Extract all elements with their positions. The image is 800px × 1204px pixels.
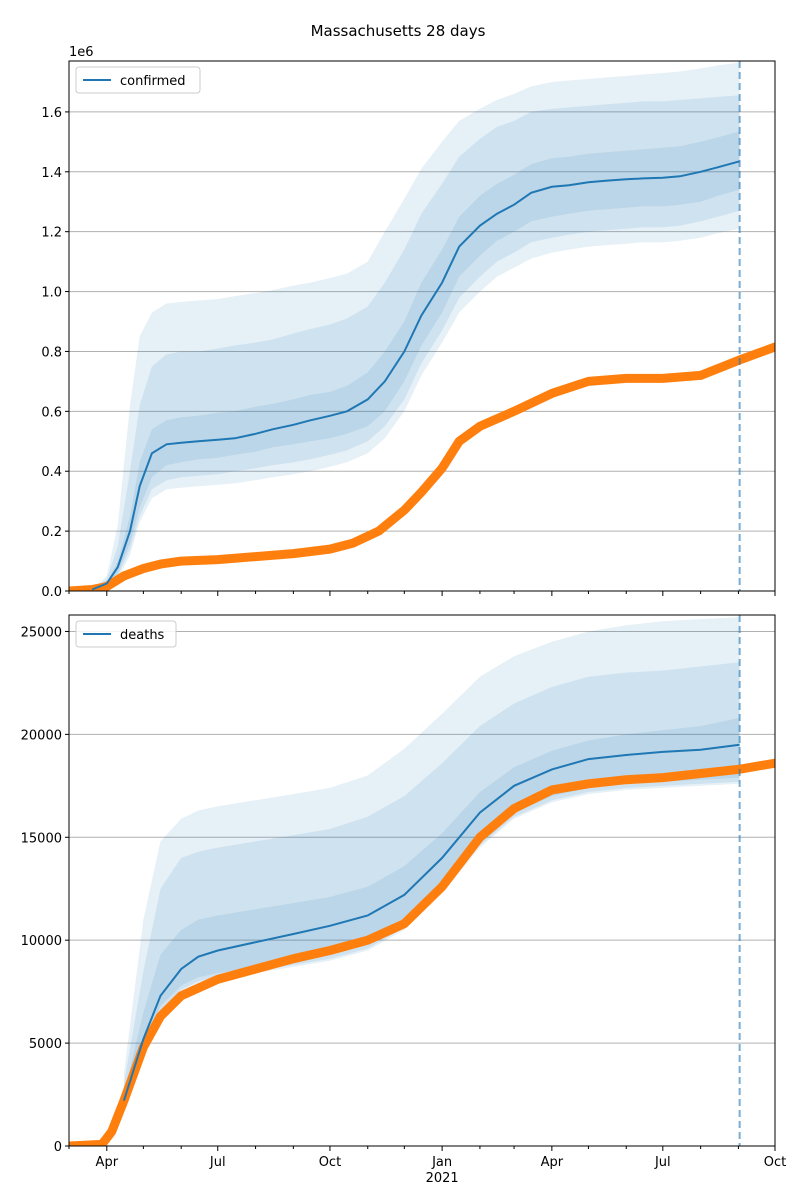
uncertainty-band <box>123 662 740 1107</box>
y-tick-label: 1.0 <box>41 286 62 301</box>
x-tick-label: Apr <box>96 1155 119 1170</box>
y-tick-label: 15000 <box>21 831 62 846</box>
uncertainty-band <box>123 617 740 1109</box>
y-tick-label: 10000 <box>21 934 62 949</box>
legend: deaths <box>75 620 177 648</box>
plot-area <box>69 62 775 591</box>
y-tick-label: 20000 <box>21 728 62 743</box>
deaths-line <box>122 743 740 1102</box>
y-tick-label: 0.0 <box>41 585 62 600</box>
y-tick-label: 0.2 <box>41 525 62 540</box>
y-tick-label: 5000 <box>29 1037 62 1052</box>
confirmed-panel: 0.0 0.2 0.4 0.6 0.8 1.0 1.2 1.4 1.6 1e6 confirmed <box>41 45 776 600</box>
observed-line <box>69 758 775 1146</box>
x-tick-label: Apr <box>541 1155 564 1170</box>
uncertainty-band <box>92 95 740 590</box>
x-tick-label: Jan <box>431 1155 452 1170</box>
figure-title: Massachusetts 28 days <box>311 22 486 40</box>
legend: confirmed <box>75 66 201 94</box>
x-tick-label: Jul <box>654 1155 671 1170</box>
observed-line <box>69 342 775 591</box>
legend-box <box>75 66 201 94</box>
axes-frame <box>68 614 776 1147</box>
y-tick-label: 0 <box>54 1140 62 1155</box>
y-tick-label: 1.6 <box>41 106 62 121</box>
confirmed-line <box>91 160 740 591</box>
y-tick-label: 1.4 <box>41 166 62 181</box>
deaths-panel: 0 5000 10000 15000 20000 25000 Apr Jul Oct Jan202… <box>21 614 786 1186</box>
legend-label: deaths <box>120 628 165 643</box>
y-tick-label: 0.8 <box>41 345 62 360</box>
axes-frame <box>68 60 776 592</box>
uncertainty-band <box>123 717 740 1105</box>
y-tick-label: 1.2 <box>41 226 62 241</box>
y-tick-label: 25000 <box>21 625 62 640</box>
x-tick-label: Oct <box>764 1155 786 1170</box>
plot-area <box>69 617 775 1146</box>
legend-box <box>75 620 177 648</box>
x-tick-sublabel: 2021 <box>426 1171 459 1186</box>
legend-label: confirmed <box>120 74 186 89</box>
x-tick-label: Oct <box>319 1155 341 1170</box>
x-tick-label: Jul <box>209 1155 226 1170</box>
y-tick-label: 0.6 <box>41 405 62 420</box>
y-multiplier-label: 1e6 <box>69 45 94 60</box>
y-tick-label: 0.4 <box>41 465 62 480</box>
